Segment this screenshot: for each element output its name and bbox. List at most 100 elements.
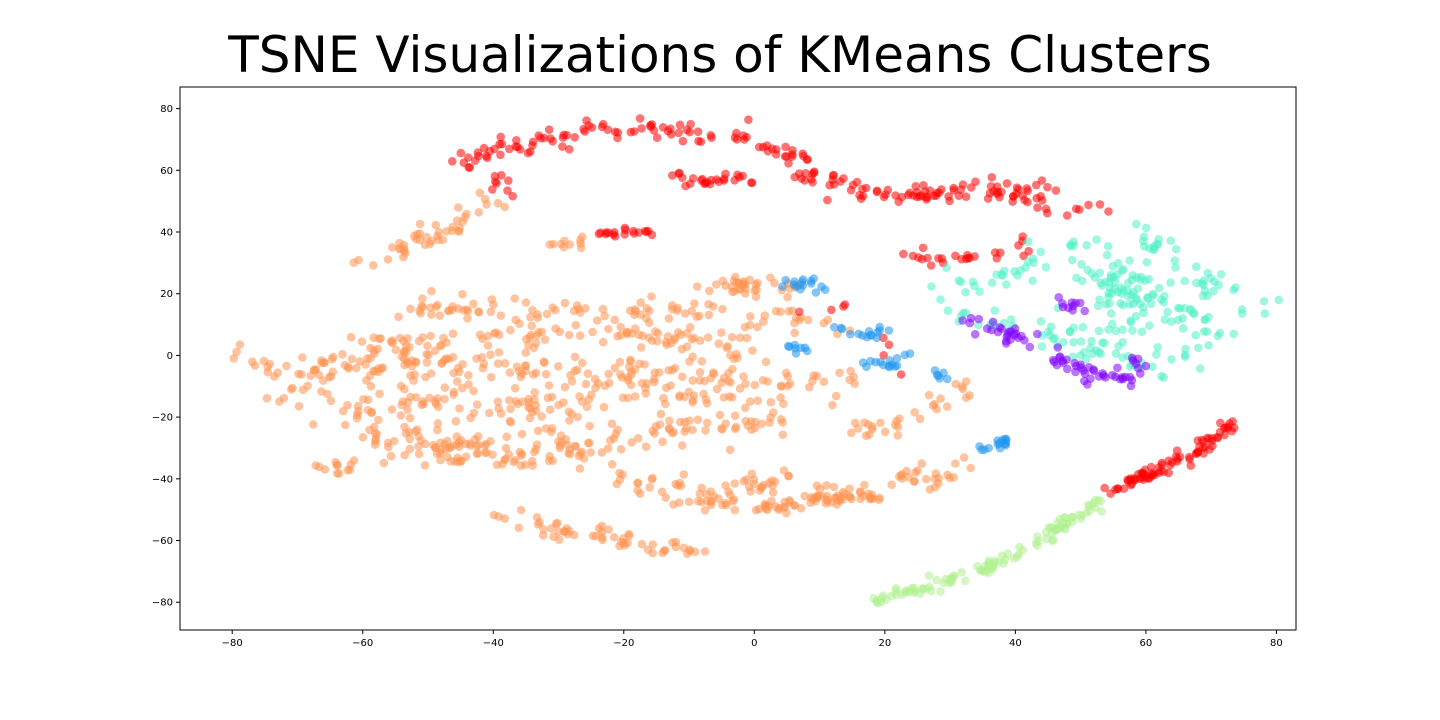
scatter-point xyxy=(586,448,595,457)
scatter-point xyxy=(887,480,896,490)
scatter-point xyxy=(1006,315,1016,324)
scatter-point xyxy=(578,358,587,368)
scatter-point xyxy=(750,286,759,295)
scatter-point xyxy=(881,190,890,199)
scatter-point xyxy=(1136,272,1146,282)
scatter-point xyxy=(1157,295,1166,304)
x-tick-label: −40 xyxy=(483,638,504,649)
scatter-point xyxy=(717,378,726,388)
scatter-point xyxy=(1036,317,1046,326)
scatter-point xyxy=(599,402,609,412)
scatter-point xyxy=(510,294,519,303)
scatter-point xyxy=(533,313,542,323)
scatter-point xyxy=(555,327,564,337)
scatter-point xyxy=(598,535,607,545)
y-tick-label: 40 xyxy=(160,228,173,239)
scatter-point xyxy=(1141,361,1151,371)
scatter-point xyxy=(399,240,409,250)
scatter-point xyxy=(516,372,526,382)
scatter-point xyxy=(1019,251,1028,261)
scatter-point xyxy=(446,457,456,466)
scatter-point xyxy=(739,372,748,381)
scatter-point xyxy=(724,392,734,401)
scatter-point xyxy=(661,383,671,393)
scatter-point xyxy=(371,437,380,446)
scatter-point xyxy=(709,369,719,379)
scatter-point xyxy=(607,460,617,469)
scatter-point xyxy=(474,208,484,217)
scatter-point xyxy=(1202,327,1212,336)
scatter-point xyxy=(970,252,979,261)
scatter-point xyxy=(414,336,424,346)
scatter-point xyxy=(1180,350,1190,360)
scatter-point xyxy=(751,417,760,427)
scatter-point xyxy=(503,186,512,195)
scatter-point xyxy=(967,183,976,192)
scatter-point xyxy=(1045,330,1055,340)
scatter-point xyxy=(369,261,378,270)
scatter-point xyxy=(325,372,334,382)
scatter-point xyxy=(553,518,562,528)
scatter-point xyxy=(647,336,657,345)
scatter-point xyxy=(409,376,418,385)
scatter-point xyxy=(655,420,665,429)
scatter-point xyxy=(742,475,751,484)
scatter-point xyxy=(766,397,776,407)
scatter-point xyxy=(529,447,539,457)
scatter-point xyxy=(585,438,594,448)
scatter-point xyxy=(403,334,412,343)
scatter-point xyxy=(1195,364,1205,373)
scatter-point xyxy=(1208,434,1217,443)
scatter-point xyxy=(1002,280,1011,289)
scatter-point xyxy=(623,375,633,385)
scatter-point xyxy=(635,489,645,499)
scatter-point xyxy=(876,418,885,428)
scatter-point xyxy=(1068,255,1077,265)
scatter-point xyxy=(448,157,457,166)
scatter-point xyxy=(559,398,568,407)
scatter-point xyxy=(1186,306,1195,315)
scatter-point xyxy=(718,304,727,314)
scatter-point xyxy=(715,410,725,420)
scatter-point xyxy=(693,496,703,506)
scatter-point xyxy=(695,376,705,385)
scatter-point xyxy=(583,369,593,378)
scatter-point xyxy=(1136,369,1145,378)
scatter-point xyxy=(1079,347,1089,357)
scatter-point xyxy=(539,525,548,534)
scatter-point xyxy=(414,442,423,451)
scatter-point xyxy=(641,389,651,398)
scatter-point xyxy=(754,142,764,152)
scatter-point xyxy=(712,280,721,289)
scatter-point xyxy=(719,176,729,185)
scatter-point xyxy=(531,401,541,410)
scatter-point xyxy=(795,169,804,178)
scatter-point xyxy=(987,173,997,182)
scatter-point xyxy=(725,445,735,455)
scatter-point xyxy=(633,478,643,488)
scatter-point xyxy=(591,383,600,393)
scatter-point xyxy=(311,365,321,374)
scatter-point xyxy=(531,338,541,348)
scatter-point xyxy=(1036,192,1045,201)
scatter-point xyxy=(1101,300,1111,309)
scatter-point xyxy=(418,302,428,312)
scatter-point xyxy=(1083,380,1092,389)
scatter-point xyxy=(763,377,772,386)
scatter-point xyxy=(1166,236,1176,245)
scatter-point xyxy=(1095,268,1105,278)
scatter-point xyxy=(1142,257,1152,267)
scatter-point xyxy=(943,306,953,316)
scatter-point xyxy=(915,414,925,424)
scatter-point xyxy=(1104,207,1113,216)
scatter-point xyxy=(540,358,549,368)
scatter-point xyxy=(1133,354,1143,364)
scatter-point xyxy=(642,304,652,313)
scatter-point xyxy=(1100,483,1109,493)
scatter-point xyxy=(482,200,491,209)
scatter-point xyxy=(401,348,411,357)
scatter-point xyxy=(1170,256,1180,265)
scatter-point xyxy=(570,352,580,362)
scatter-point xyxy=(636,343,646,352)
scatter-point xyxy=(980,561,990,571)
